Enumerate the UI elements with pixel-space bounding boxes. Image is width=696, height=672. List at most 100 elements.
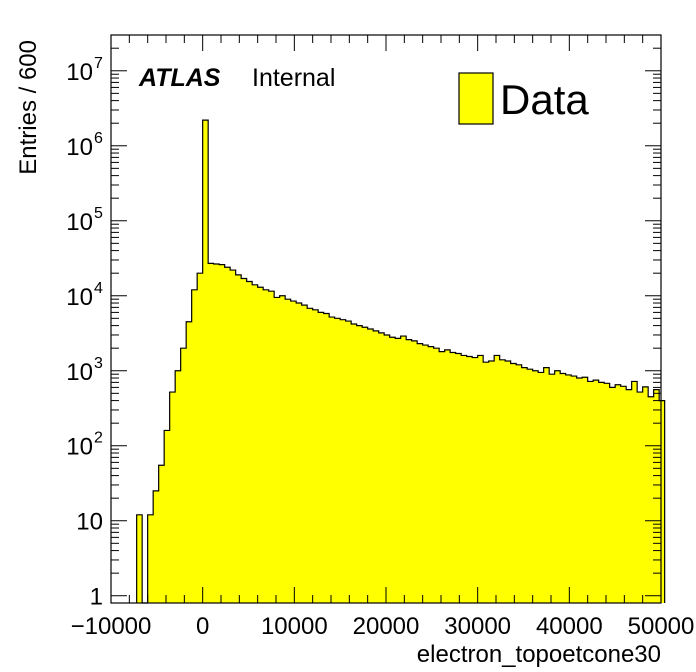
internal-label: Internal [252, 64, 335, 92]
histogram-bar [312, 309, 319, 603]
histogram-bar [307, 308, 313, 603]
histogram-bar [472, 357, 478, 603]
histogram-bar [444, 349, 451, 603]
histogram-bar [356, 325, 363, 603]
histogram-bar [219, 264, 225, 603]
histogram-bar [510, 363, 517, 603]
histogram-bar [554, 370, 561, 603]
histogram-bar [389, 337, 396, 603]
y-tick-label: 10 [76, 509, 103, 536]
histogram-bar [582, 377, 588, 603]
histogram-bar [279, 295, 286, 603]
histogram-bar [158, 465, 165, 603]
histogram-bar [257, 287, 264, 603]
histogram-bar [587, 381, 594, 603]
histogram-bar [604, 383, 610, 603]
histogram-bar [164, 430, 170, 603]
histogram-bar [428, 346, 434, 603]
y-tick-label: 10 [66, 434, 93, 461]
histogram-outline [136, 119, 666, 604]
histogram-bar [367, 329, 374, 603]
histogram-bar [543, 367, 550, 603]
histogram-bar [334, 318, 341, 603]
histogram-bar [494, 355, 500, 603]
y-tick-label-exponent: 2 [94, 430, 103, 447]
histogram-bar [136, 514, 143, 603]
x-tick-label: 0 [196, 613, 209, 640]
histogram-bar [521, 367, 528, 603]
histogram-bar [395, 338, 401, 603]
histogram-bar [620, 386, 627, 603]
histogram-bar [323, 313, 330, 603]
histogram-bar [329, 317, 335, 603]
y-tick-label: 10 [66, 284, 93, 311]
histogram-bar [252, 284, 258, 603]
y-tick-label: 10 [66, 359, 93, 386]
histogram-bar [345, 321, 352, 603]
histogram-bar [461, 355, 467, 603]
histogram-bar [450, 352, 456, 603]
histogram-bar [373, 330, 379, 603]
histogram-bar [400, 336, 407, 603]
histogram-bar [411, 340, 418, 603]
legend-entry-data: Data [500, 76, 589, 123]
atlas-label: ATLAS [138, 64, 221, 92]
histogram-bar [653, 389, 660, 603]
histogram-bar [180, 348, 187, 603]
histogram-bar [175, 370, 181, 603]
y-tick-label-exponent: 5 [94, 205, 103, 222]
histogram-bar [538, 372, 544, 603]
histogram-bar [593, 380, 599, 603]
histogram-bar [659, 400, 665, 603]
histogram-bar [241, 278, 247, 603]
histogram-bar [527, 369, 533, 603]
x-tick-label: 10000 [261, 613, 328, 640]
histogram-bar [197, 273, 203, 603]
histogram-bar [169, 392, 176, 603]
histogram-bar [235, 274, 242, 603]
histogram-bar [296, 303, 302, 603]
histogram-bar [488, 360, 495, 603]
histogram-bar [362, 327, 368, 603]
histogram-bar [565, 374, 572, 603]
histogram-bar [648, 396, 654, 603]
histogram-bar [384, 334, 390, 603]
histogram-bar [560, 373, 566, 603]
histogram-bar [516, 364, 522, 603]
y-tick-label-exponent: 7 [94, 55, 103, 72]
axis-ticks [110, 34, 662, 603]
x-tick-label: 20000 [353, 613, 420, 640]
histogram-bar [505, 360, 511, 603]
histogram-bar [433, 348, 440, 603]
y-tick-label: 10 [66, 209, 93, 236]
histogram-bar [532, 370, 539, 603]
y-axis-title: Entries / 600 [15, 40, 42, 175]
histogram-bar [422, 345, 429, 603]
histogram-bar [439, 351, 445, 603]
histogram-bar [213, 264, 220, 603]
histogram-bar [285, 299, 291, 603]
histogram-bar [609, 387, 616, 603]
histogram-bar [549, 374, 555, 603]
histogram-bar [455, 353, 462, 603]
histogram-bar [466, 356, 473, 603]
histogram-bar [477, 355, 484, 603]
histogram-bar [637, 392, 643, 603]
histogram-bar [147, 514, 154, 603]
histogram-bar [378, 332, 385, 603]
histogram-bar [290, 301, 297, 603]
histogram-bar [202, 120, 209, 604]
histogram-bar [268, 291, 275, 603]
x-tick-label: 30000 [444, 613, 511, 640]
histogram-bars [136, 119, 666, 604]
histogram-bar [483, 362, 489, 603]
y-tick-label: 10 [66, 59, 93, 86]
histogram-bar [318, 312, 324, 603]
y-tick-label: 10 [66, 134, 93, 161]
histogram-bar [576, 378, 583, 603]
histogram-bar [224, 267, 231, 603]
x-tick-label: 40000 [536, 613, 603, 640]
histogram-bar [417, 343, 423, 603]
